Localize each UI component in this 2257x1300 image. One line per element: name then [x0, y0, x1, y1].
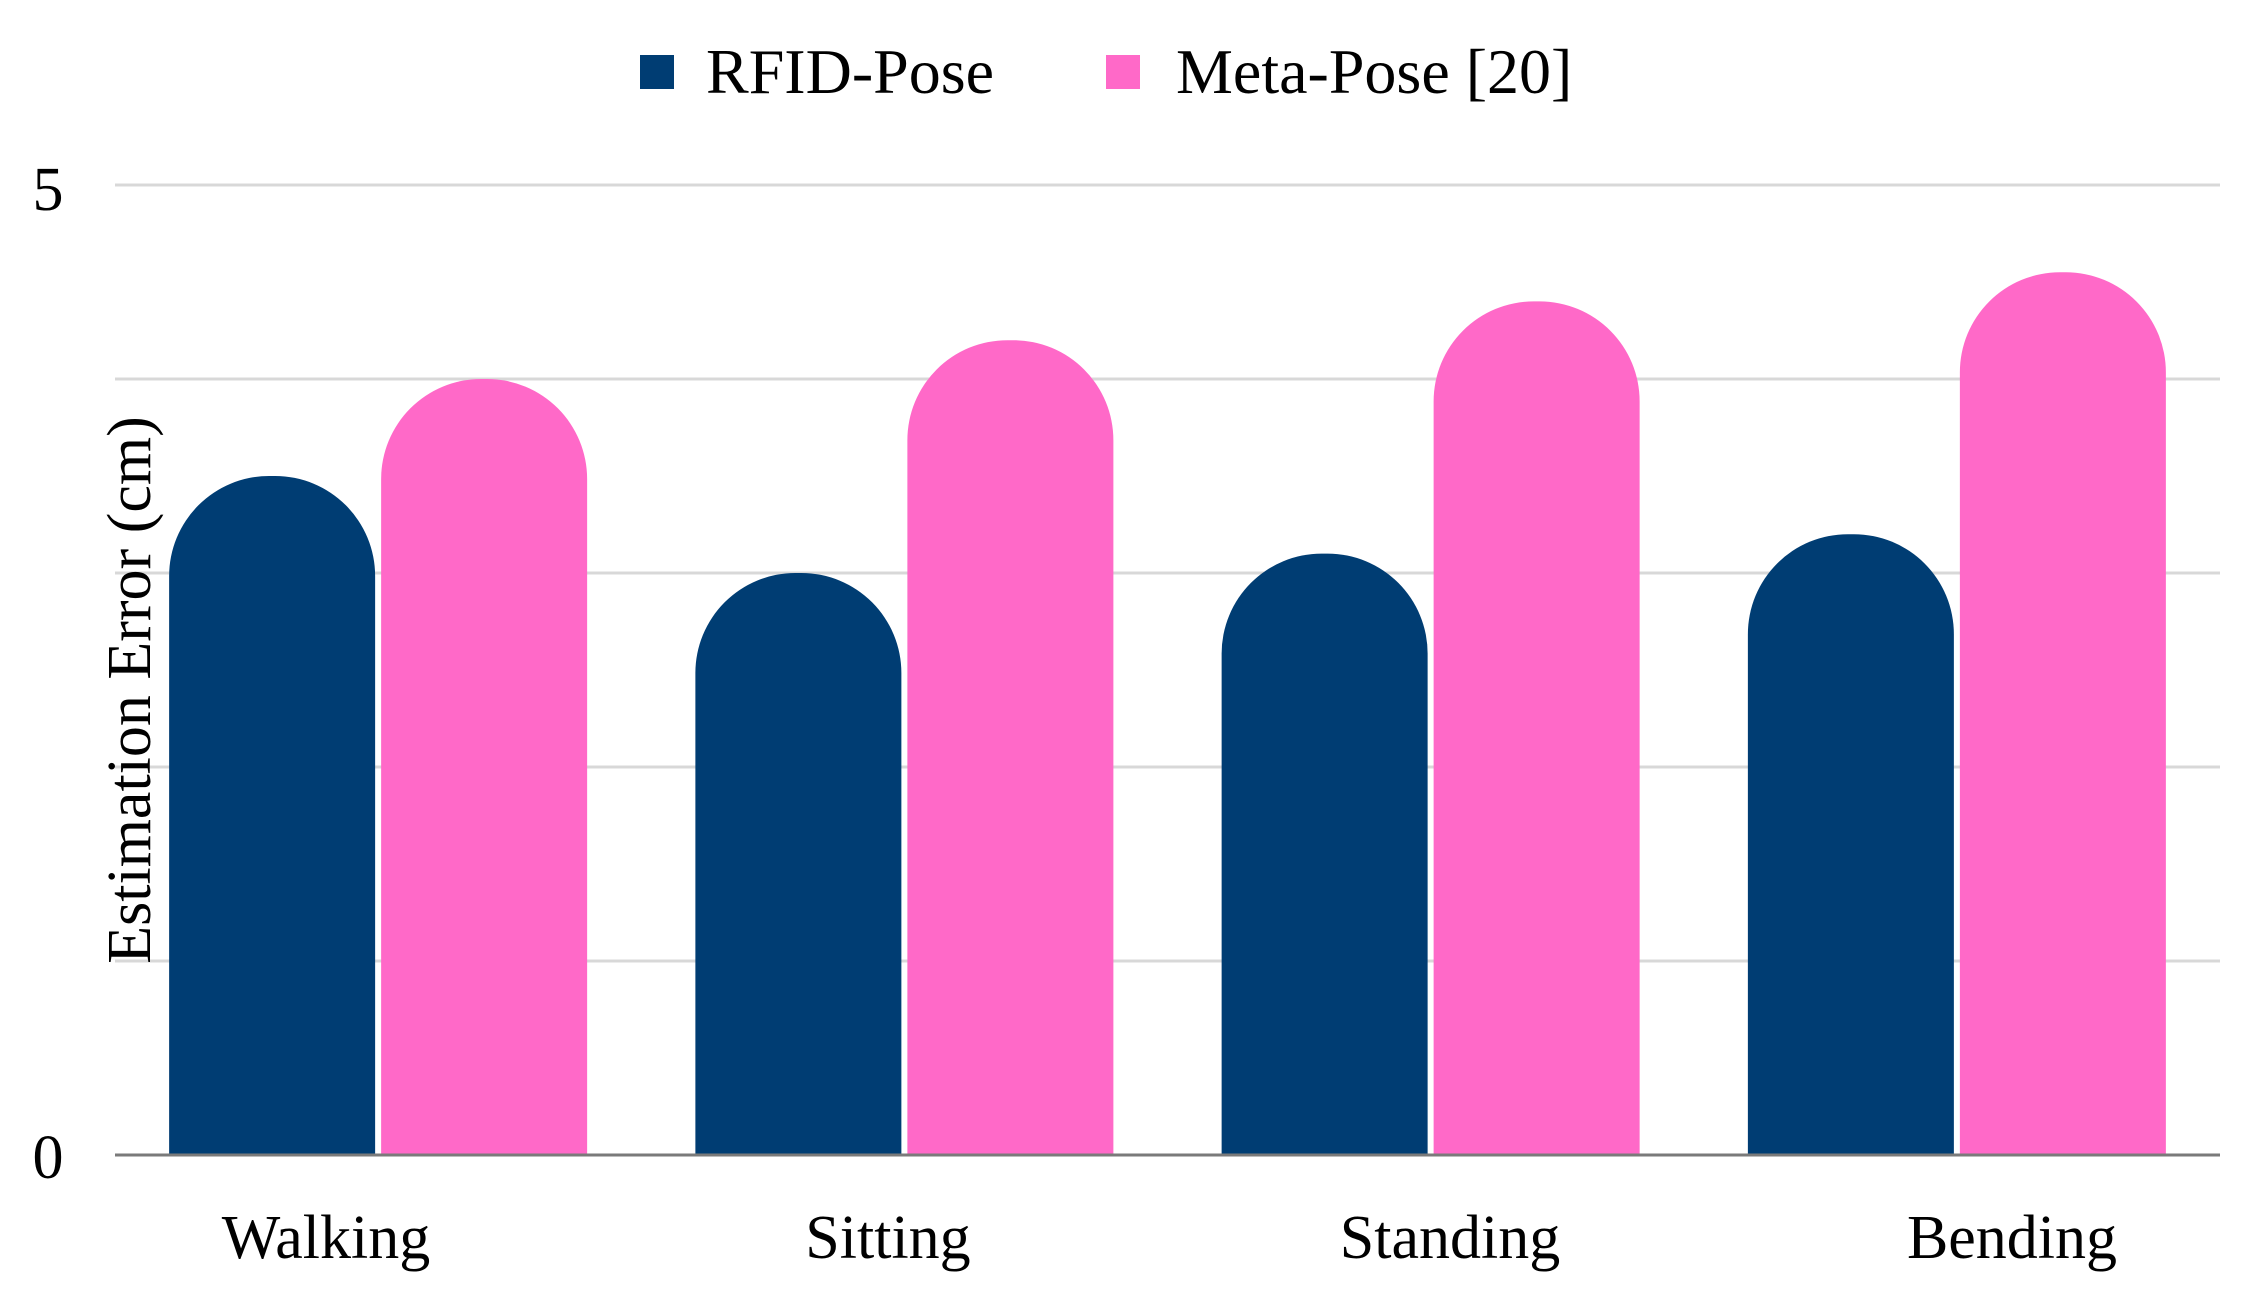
- bar-meta-pose-20-sitting: [907, 340, 1114, 1155]
- bar-rfid-pose-bending: [1747, 534, 1954, 1155]
- bars: [169, 272, 2166, 1155]
- bar-meta-pose-20-walking: [381, 379, 588, 1155]
- category-label-standing: Standing: [1340, 1204, 1560, 1272]
- legend-swatch-meta-pose: [1106, 55, 1140, 89]
- category-label-sitting: Sitting: [805, 1204, 970, 1272]
- bar-rfid-pose-walking: [169, 476, 376, 1155]
- category-label-bending: Bending: [1907, 1204, 2117, 1272]
- legend-label-rfid-pose: RFID-Pose: [706, 36, 994, 107]
- bar-meta-pose-20-standing: [1433, 301, 1640, 1155]
- y-tick-label-0: 0: [33, 1124, 64, 1192]
- bar-rfid-pose-standing: [1221, 553, 1428, 1155]
- legend-swatch-rfid-pose: [640, 55, 674, 89]
- category-label-walking: Walking: [222, 1204, 431, 1272]
- y-axis-title: Estimation Error (cm): [96, 416, 164, 964]
- legend: RFID-Pose Meta-Pose [20]: [640, 36, 1572, 107]
- legend-label-meta-pose: Meta-Pose [20]: [1176, 36, 1572, 107]
- y-tick-label-5: 5: [33, 156, 64, 224]
- bar-meta-pose-20-bending: [1959, 272, 2166, 1155]
- bar-rfid-pose-sitting: [695, 573, 902, 1155]
